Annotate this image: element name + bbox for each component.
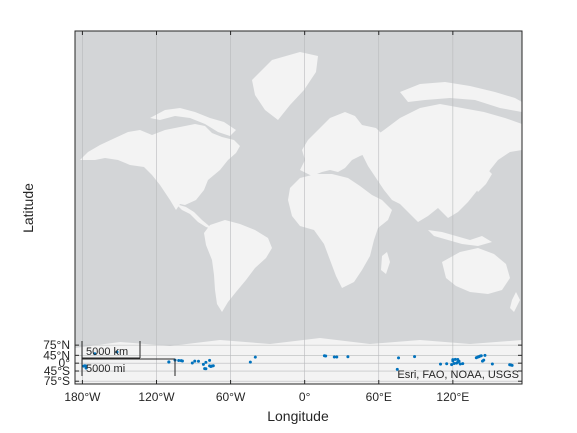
data-point xyxy=(84,366,88,370)
data-point xyxy=(253,355,257,359)
land-australia xyxy=(442,248,510,294)
data-point xyxy=(458,362,462,366)
data-point xyxy=(450,363,454,367)
land-indonesia xyxy=(428,230,492,246)
data-point xyxy=(180,359,184,363)
axis-ticks: 180°W 120°W 60°W 0° 60°E 120°E75°N45°N0°45°S7… xyxy=(43,31,522,404)
data-point xyxy=(413,355,417,359)
data-point xyxy=(445,362,449,366)
data-point xyxy=(483,353,487,357)
data-point xyxy=(204,367,208,371)
x-tick-label: 180°W xyxy=(64,390,101,404)
data-point xyxy=(201,362,205,366)
data-point xyxy=(457,359,461,363)
y-tick-label: 45°S xyxy=(44,364,70,378)
land-africa xyxy=(288,174,392,288)
land-europe xyxy=(300,112,384,176)
data-point xyxy=(480,359,484,363)
data-points xyxy=(82,350,514,371)
data-point xyxy=(510,363,514,367)
data-point xyxy=(490,362,494,366)
land-south-america xyxy=(204,220,272,312)
scale-bar-mi-label: 5000 mi xyxy=(86,363,125,375)
data-point xyxy=(167,360,171,364)
data-point xyxy=(193,359,197,363)
data-point xyxy=(455,361,459,365)
data-point xyxy=(451,359,455,363)
x-tick-label: 120°E xyxy=(436,390,469,404)
y-axis-label: Latitude xyxy=(20,183,36,233)
data-point xyxy=(461,362,465,366)
data-point xyxy=(208,358,212,362)
data-point xyxy=(474,356,478,360)
data-point xyxy=(209,365,213,369)
land-siberia-north xyxy=(400,82,522,112)
land-basemap xyxy=(75,52,522,384)
data-point xyxy=(177,358,181,362)
map-frame xyxy=(74,30,523,385)
y-tick-label: 75°S xyxy=(44,374,70,388)
x-tick-label: 0° xyxy=(299,390,311,404)
data-point xyxy=(115,350,119,354)
land-new-zealand xyxy=(510,292,520,312)
land-antarctica xyxy=(75,338,522,384)
map-attribution: Esri, FAO, NOAA, USGS xyxy=(397,369,519,381)
land-greenland xyxy=(252,52,318,120)
data-point xyxy=(82,364,86,368)
data-point xyxy=(248,360,252,364)
x-tick-label: 60°E xyxy=(366,390,392,404)
data-point xyxy=(346,355,350,359)
land-north-america xyxy=(80,124,240,210)
data-point xyxy=(397,356,401,360)
x-axis-label: Longitude xyxy=(267,408,329,424)
data-point xyxy=(204,360,208,364)
land-madagascar xyxy=(381,252,390,274)
data-point xyxy=(479,354,483,358)
x-tick-label: 60°W xyxy=(216,390,246,404)
y-tick-label: 0° xyxy=(59,356,71,370)
y-tick-label: 75°N xyxy=(43,338,70,352)
y-tick-label: 45°N xyxy=(43,348,70,362)
scale-bar: 5000 km 5000 mi xyxy=(81,341,176,376)
data-point xyxy=(335,355,339,359)
data-point xyxy=(453,357,457,361)
data-point xyxy=(332,355,336,359)
data-point xyxy=(439,362,443,366)
data-point xyxy=(452,361,456,365)
data-point xyxy=(190,361,194,365)
land-central-america xyxy=(176,204,212,229)
scale-bar-km-label: 5000 km xyxy=(86,346,128,358)
x-tick-label: 120°W xyxy=(138,390,175,404)
data-point xyxy=(324,354,328,358)
land-canadian-arctic xyxy=(150,108,236,136)
data-point xyxy=(93,352,97,356)
data-point xyxy=(196,359,200,363)
land-asia xyxy=(360,104,522,222)
data-point xyxy=(395,367,399,371)
land-japan xyxy=(474,170,492,192)
